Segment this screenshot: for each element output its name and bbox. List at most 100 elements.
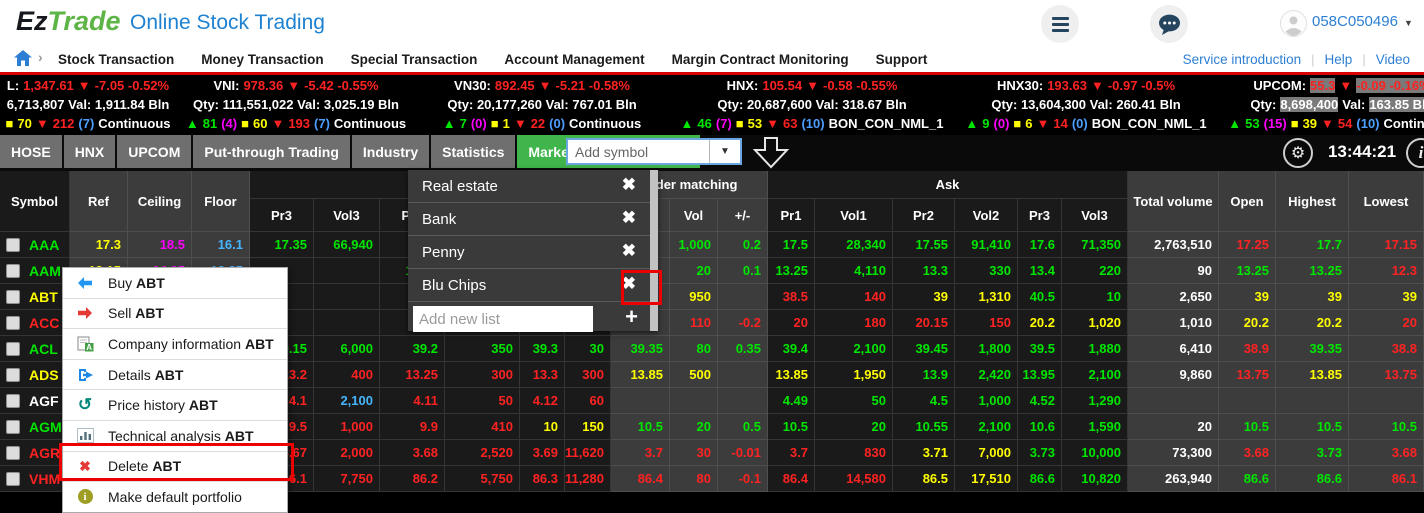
price-cell: 86.6 [1219, 466, 1276, 492]
price-cell: 1,950 [815, 362, 893, 388]
context-menu-item-company-information[interactable]: A Company information ABT [63, 329, 287, 360]
nav-item-3[interactable]: Account Management [504, 51, 645, 67]
symbol-cell-VHM[interactable]: VHM [0, 466, 70, 492]
symbol-cell-AGF[interactable]: AGF [0, 388, 70, 414]
price-cell: 3.68 [1219, 440, 1276, 466]
price-cell: 71,350 [1062, 232, 1128, 258]
index-panel-0: L: 1,347.61 ▼ -7.05 -0.52% 6,713,807 Val: 1,… [0, 75, 176, 135]
delete-list-icon[interactable]: ✖ [621, 241, 636, 260]
price-cell: 4.12 [520, 388, 565, 414]
price-cell: 3.73 [1276, 440, 1349, 466]
delete-list-icon[interactable]: ✖ [621, 175, 636, 194]
price-cell: 20.2 [1018, 310, 1062, 336]
context-menu-item-buy[interactable]: Buy ABT [63, 268, 287, 299]
price-cell [314, 310, 380, 336]
column-header-lowest: Lowest [1349, 171, 1424, 232]
symbol-cell-ACC[interactable]: ACC [0, 310, 70, 336]
tab-upcom[interactable]: UPCOM [117, 135, 192, 168]
row-checkbox[interactable] [6, 445, 20, 460]
row-checkbox[interactable] [6, 289, 20, 304]
price-cell: 80 [670, 466, 718, 492]
nav-item-4[interactable]: Margin Contract Monitoring [671, 51, 849, 67]
settings-button[interactable]: ⚙ [1283, 138, 1313, 168]
price-cell: 17.25 [1219, 232, 1276, 258]
row-checkbox[interactable] [6, 263, 20, 278]
context-menu-item-sell[interactable]: Sell ABT [63, 298, 287, 330]
tab-hnx[interactable]: HNX [63, 135, 116, 168]
price-cell: 13.85 [611, 362, 670, 388]
row-checkbox[interactable] [6, 315, 20, 330]
price-cell: 12.3 [1349, 258, 1424, 284]
price-cell: 13.75 [1349, 362, 1424, 388]
column-header-open: Open [1219, 171, 1276, 232]
row-checkbox[interactable] [6, 419, 20, 434]
symbol-cell-ACL[interactable]: ACL [0, 336, 70, 362]
symbol-cell-AAA[interactable]: AAA [0, 232, 70, 258]
symbol-cell-ABT[interactable]: ABT [0, 284, 70, 310]
row-checkbox[interactable] [6, 471, 20, 486]
watchlist-item-blu-chips[interactable]: Blu Chips ✖ [408, 269, 658, 302]
symbol-cell-AAM[interactable]: AAM [0, 258, 70, 284]
nav-item-5[interactable]: Support [875, 51, 928, 67]
home-icon[interactable] [14, 50, 32, 71]
delete-list-icon[interactable]: ✖ [621, 208, 636, 227]
price-cell: 10,820 [1062, 466, 1128, 492]
nav-link-1[interactable]: Help [1324, 51, 1353, 67]
price-cell: 9.9 [380, 414, 445, 440]
context-menu-item-delete[interactable]: ✖ Delete ABT [63, 451, 287, 483]
hamburger-icon [1051, 16, 1069, 32]
price-cell: -0.2 [718, 310, 768, 336]
tab-statistics[interactable]: Statistics [431, 135, 516, 168]
add-list-plus-icon[interactable]: + [625, 304, 638, 329]
add-symbol-dropdown-button[interactable]: ▼ [709, 140, 740, 163]
watchlist-item-real-estate[interactable]: Real estate ✖ [408, 170, 658, 203]
chat-button[interactable] [1150, 5, 1188, 43]
add-symbol-input[interactable] [568, 140, 709, 163]
info-button[interactable]: i [1406, 138, 1424, 168]
account-number[interactable]: 058C050496 [1312, 13, 1398, 30]
watchlist-item-penny[interactable]: Penny ✖ [408, 236, 658, 269]
price-cell: 7,750 [314, 466, 380, 492]
price-cell: 0.1 [718, 258, 768, 284]
nav-item-1[interactable]: Money Transaction [201, 51, 324, 67]
symbol-label: ACC [29, 314, 60, 331]
nav-link-0[interactable]: Service introduction [1182, 51, 1302, 67]
sell-icon [74, 306, 96, 320]
account-caret-icon[interactable]: ▼ [1404, 18, 1413, 28]
price-cell [718, 388, 768, 414]
column-subheader-chg: +/- [718, 199, 768, 232]
price-cell: 86.5 [893, 466, 955, 492]
row-checkbox[interactable] [6, 341, 20, 356]
delete-list-icon[interactable]: ✖ [621, 274, 636, 293]
symbol-cell-ADS[interactable]: ADS [0, 362, 70, 388]
add-new-list-input[interactable] [413, 306, 593, 332]
price-cell: -0.1 [718, 466, 768, 492]
context-menu-item-technical-analysis[interactable]: Technical analysis ABT [63, 420, 287, 452]
price-cell: -0.01 [718, 440, 768, 466]
price-cell: 39.35 [1276, 336, 1349, 362]
menu-button[interactable] [1041, 5, 1079, 43]
symbol-cell-AGR[interactable]: AGR [0, 440, 70, 466]
price-cell [1349, 388, 1424, 414]
context-menu-item-details[interactable]: Details ABT [63, 359, 287, 391]
watchlist-scrollbar[interactable] [650, 170, 658, 331]
row-checkbox[interactable] [6, 367, 20, 382]
nav-item-2[interactable]: Special Transaction [350, 51, 478, 67]
row-checkbox[interactable] [6, 393, 20, 408]
symbol-cell-AGM[interactable]: AGM [0, 414, 70, 440]
tab-put-through-trading[interactable]: Put-through Trading [193, 135, 350, 168]
row-checkbox[interactable] [6, 237, 20, 252]
watchlist-item-bank[interactable]: Bank ✖ [408, 203, 658, 236]
tab-industry[interactable]: Industry [351, 135, 430, 168]
download-arrow-icon[interactable] [752, 137, 791, 174]
context-menu-item-make-default-portfolio[interactable]: i Make default portfolio [63, 482, 287, 512]
tab-hose[interactable]: HOSE [0, 135, 62, 168]
column-subheader-pr3: Pr3 [1018, 199, 1062, 232]
nav-link-2[interactable]: Video [1375, 51, 1410, 67]
price-cell: 18.5 [128, 232, 192, 258]
context-menu-item-price-history[interactable]: ↺ Price history ABT [63, 390, 287, 421]
price-cell [1219, 388, 1276, 414]
symbol-label: AGF [29, 392, 59, 409]
nav-item-0[interactable]: Stock Transaction [58, 51, 175, 67]
avatar[interactable] [1280, 10, 1307, 42]
